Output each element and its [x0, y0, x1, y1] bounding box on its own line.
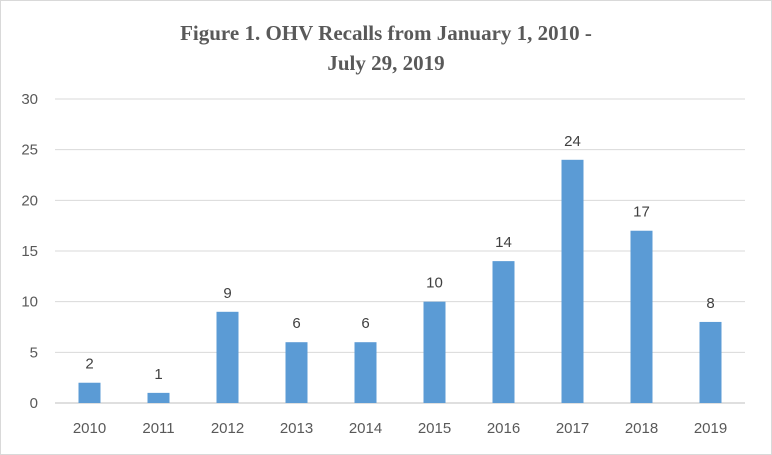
- data-label: 24: [564, 133, 581, 150]
- bar: [147, 392, 170, 403]
- bar: [285, 342, 308, 403]
- data-label: 2: [85, 356, 93, 373]
- x-tick-label: 2018: [625, 420, 658, 437]
- x-tick-label: 2019: [694, 420, 727, 437]
- y-tick-label: 0: [30, 395, 38, 412]
- x-tick-label: 2014: [349, 420, 382, 437]
- data-label: 6: [361, 315, 369, 332]
- x-tick-label: 2016: [487, 420, 520, 437]
- x-axis-ticks: 2010 2011 2012 2013 2014 2015 2016 2017 2018 2019: [73, 420, 727, 437]
- data-label: 10: [426, 275, 443, 292]
- chart-title-line2: July 29, 2019: [327, 51, 445, 75]
- data-label: 6: [292, 315, 300, 332]
- bar: [78, 382, 101, 403]
- bars: [78, 159, 722, 403]
- bar: [561, 159, 584, 403]
- y-tick-label: 20: [21, 192, 38, 209]
- bar: [699, 321, 722, 403]
- data-label: 14: [495, 234, 512, 251]
- chart-title-line1: Figure 1. OHV Recalls from January 1, 20…: [180, 21, 592, 45]
- y-tick-label: 30: [21, 91, 38, 108]
- y-tick-label: 25: [21, 142, 38, 159]
- data-label: 9: [223, 285, 231, 302]
- x-tick-label: 2011: [142, 420, 174, 437]
- y-axis-ticks: 0 5 10 15 20 25 30: [21, 91, 38, 412]
- x-tick-label: 2012: [211, 420, 244, 437]
- bar: [492, 261, 515, 403]
- y-tick-label: 10: [21, 294, 38, 311]
- y-tick-label: 15: [21, 243, 38, 260]
- bar: [630, 230, 653, 403]
- x-tick-label: 2013: [280, 420, 313, 437]
- bar: [216, 311, 239, 403]
- x-tick-label: 2017: [556, 420, 589, 437]
- chart-title: Figure 1. OHV Recalls from January 1, 20…: [0, 18, 772, 78]
- data-label: 17: [633, 204, 650, 221]
- data-label: 1: [154, 366, 162, 383]
- y-tick-label: 5: [30, 344, 38, 361]
- x-tick-label: 2010: [73, 420, 106, 437]
- bar: [354, 342, 377, 403]
- gridlines: [55, 98, 745, 404]
- x-tick-label: 2015: [418, 420, 451, 437]
- data-label: 8: [706, 295, 714, 312]
- data-labels: 2 1 9 6 6 10 14 24 17 8: [85, 133, 714, 383]
- bar: [423, 301, 446, 403]
